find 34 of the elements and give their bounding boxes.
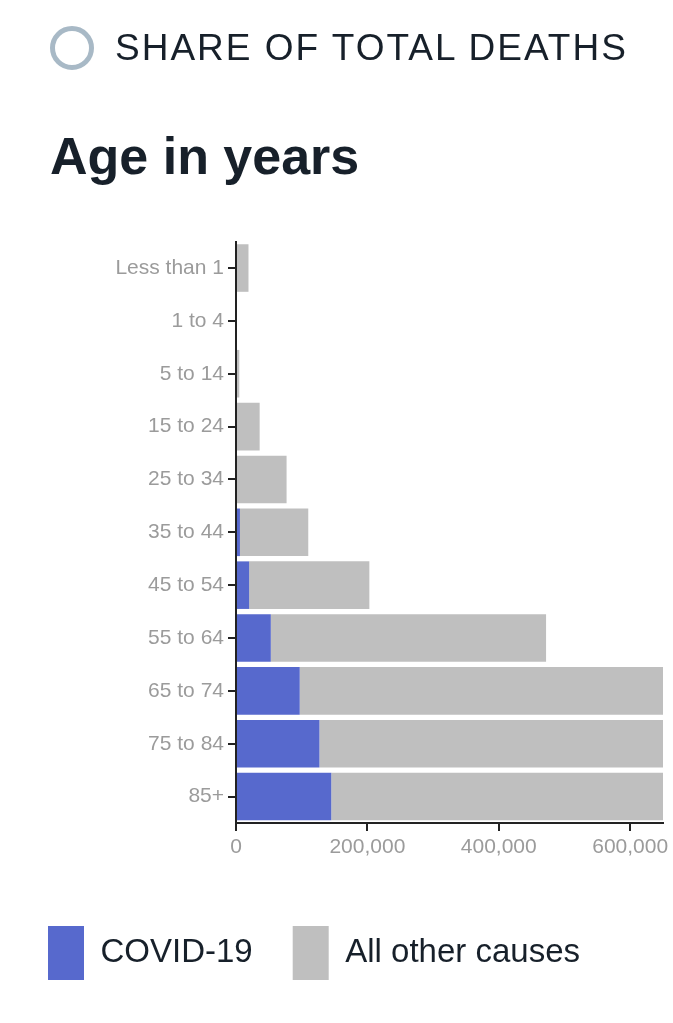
bar [331,772,663,821]
y-tick-label: 25 to 34 [148,466,225,490]
y-tick-label: 45 to 54 [148,571,225,595]
bar [239,508,309,557]
x-tick-label: 400,000 [460,834,537,858]
y-tick-label: 55 to 64 [148,624,225,648]
bar [270,614,547,662]
bar [237,508,240,557]
bar [249,561,370,609]
y-tick-label: 5 to 14 [159,360,225,384]
y-tick-label: 75 to 84 [148,730,225,754]
bar [237,719,320,768]
y-tick-label: 15 to 24 [148,413,225,437]
bar [319,719,663,768]
bar [237,614,271,662]
y-tick-label: Less than 1 [115,254,224,278]
chart-title: SHARE OF TOTAL DEATHS [115,26,628,70]
bar [237,402,260,451]
y-tick-label: 65 to 74 [148,677,225,701]
y-tick-label: 1 to 4 [171,307,225,331]
bar [237,561,250,609]
bar [237,244,249,292]
x-tick-label: 200,000 [329,834,406,858]
x-tick-label: 0 [230,834,242,858]
bar [237,772,332,821]
legend-label: COVID-19 [100,932,253,970]
bar [237,667,300,715]
y-tick-label: 35 to 44 [148,519,225,543]
bar [299,667,663,715]
bar [237,455,287,504]
x-tick-label: 600,000 [592,834,669,858]
legend-label: All other causes [345,932,580,970]
y-axis-title: Age in years [50,127,360,185]
y-tick-label: 85+ [188,783,224,807]
